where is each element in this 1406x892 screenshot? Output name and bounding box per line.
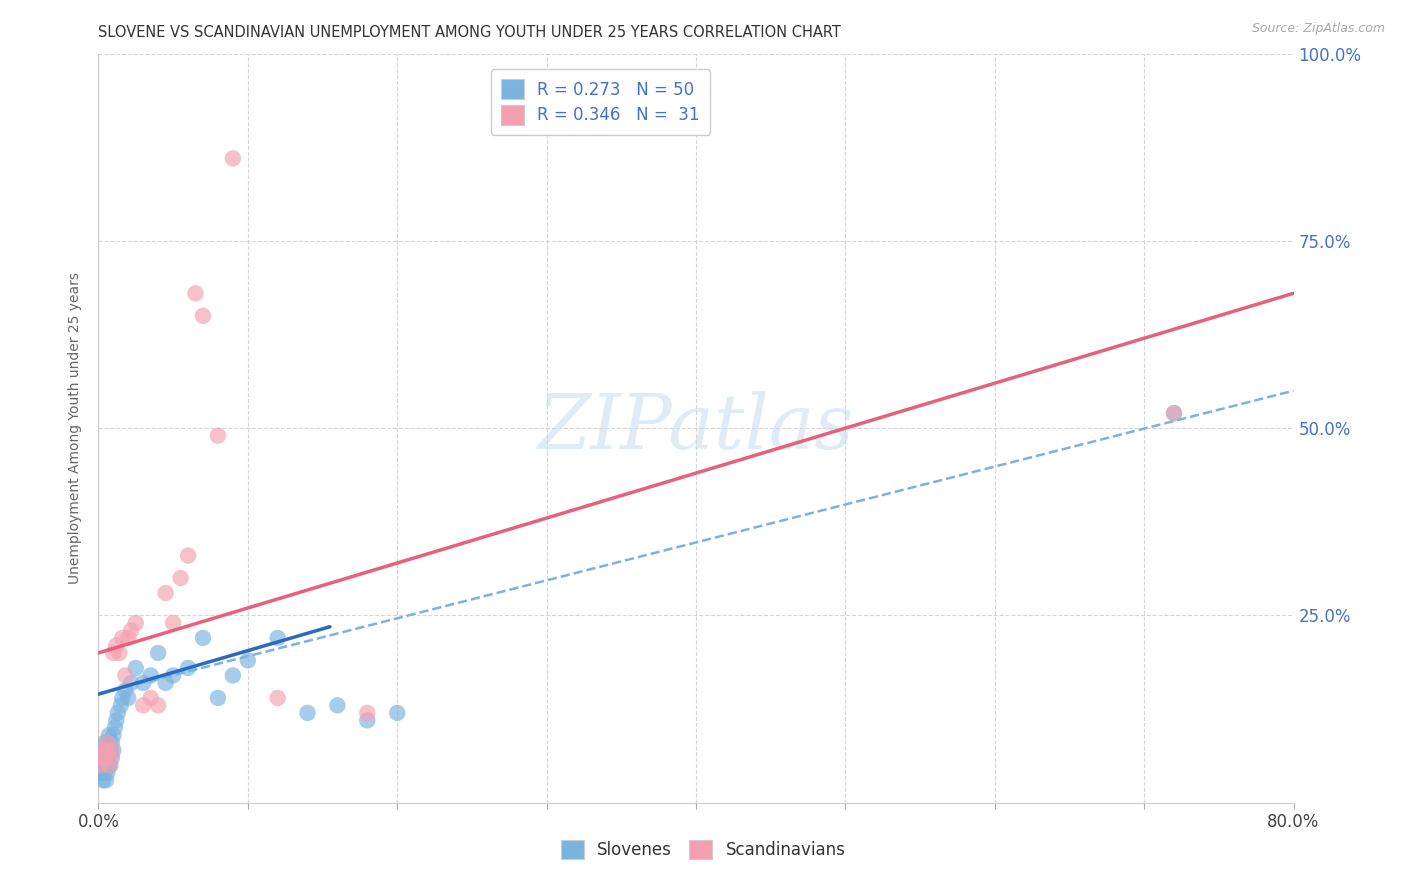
Point: [103, 728, 125, 742]
Point: [90, 765, 112, 780]
Point: [89, 765, 111, 780]
Point: [117, 690, 139, 705]
Point: [326, 698, 349, 713]
Point: [177, 549, 200, 563]
Point: [125, 615, 148, 630]
Point: [114, 668, 136, 682]
Point: [93, 751, 115, 765]
Point: [98, 743, 122, 757]
Point: [91, 743, 114, 757]
Point: [101, 751, 124, 765]
Point: [98, 751, 122, 765]
Point: [132, 676, 155, 690]
Point: [94, 743, 117, 757]
Point: [97, 758, 120, 772]
Point: [207, 428, 229, 442]
Point: [96, 736, 118, 750]
Point: [125, 661, 148, 675]
Point: [105, 639, 128, 653]
Point: [91, 758, 114, 772]
Point: [155, 676, 177, 690]
Point: [191, 309, 214, 323]
Point: [207, 690, 229, 705]
Point: [356, 714, 378, 728]
Point: [94, 758, 117, 772]
Point: [91, 773, 114, 788]
Point: [267, 690, 290, 705]
Point: [94, 743, 117, 757]
Point: [139, 690, 162, 705]
Legend: Slovenes, Scandinavians: Slovenes, Scandinavians: [554, 833, 852, 866]
Point: [89, 758, 111, 772]
Point: [111, 631, 134, 645]
Point: [105, 714, 128, 728]
Point: [148, 646, 170, 660]
Point: [110, 698, 132, 713]
Text: SLOVENE VS SCANDINAVIAN UNEMPLOYMENT AMONG YOUTH UNDER 25 YEARS CORRELATION CHAR: SLOVENE VS SCANDINAVIAN UNEMPLOYMENT AMO…: [98, 25, 841, 40]
Point: [107, 706, 129, 720]
Point: [93, 736, 115, 750]
Point: [297, 706, 319, 720]
Point: [155, 586, 177, 600]
Point: [114, 683, 136, 698]
Point: [132, 698, 155, 713]
Point: [184, 286, 207, 301]
Point: [96, 751, 118, 765]
Point: [148, 698, 170, 713]
Point: [97, 728, 120, 742]
Point: [356, 706, 378, 720]
Point: [120, 676, 142, 690]
Point: [108, 646, 131, 660]
Point: [117, 631, 139, 645]
Legend: R = 0.273   N = 50, R = 0.346   N =  31: R = 0.273 N = 50, R = 0.346 N = 31: [491, 70, 710, 135]
Point: [111, 690, 134, 705]
Point: [96, 736, 118, 750]
Point: [267, 631, 290, 645]
Point: [169, 571, 191, 585]
Point: [98, 758, 122, 772]
Point: [236, 653, 259, 667]
Point: [177, 661, 200, 675]
Point: [103, 743, 125, 757]
Point: [97, 758, 120, 772]
Point: [94, 773, 117, 788]
Point: [1163, 406, 1185, 420]
Point: [120, 624, 142, 638]
Point: [101, 736, 124, 750]
Point: [91, 743, 114, 757]
Text: Source: ZipAtlas.com: Source: ZipAtlas.com: [1251, 22, 1385, 36]
Point: [101, 743, 124, 757]
Point: [162, 668, 184, 682]
Point: [89, 758, 111, 772]
Point: [222, 668, 245, 682]
Text: ZIPatlas: ZIPatlas: [537, 392, 855, 465]
Point: [97, 743, 120, 757]
Point: [104, 721, 127, 735]
Point: [103, 646, 125, 660]
Point: [1163, 406, 1185, 420]
Point: [191, 631, 214, 645]
Point: [162, 615, 184, 630]
Point: [93, 751, 115, 765]
Point: [90, 751, 112, 765]
Point: [90, 751, 112, 765]
Point: [222, 152, 245, 166]
Point: [139, 668, 162, 682]
Point: [93, 765, 115, 780]
Point: [96, 765, 118, 780]
Point: [385, 706, 409, 720]
Y-axis label: Unemployment Among Youth under 25 years: Unemployment Among Youth under 25 years: [69, 272, 83, 584]
